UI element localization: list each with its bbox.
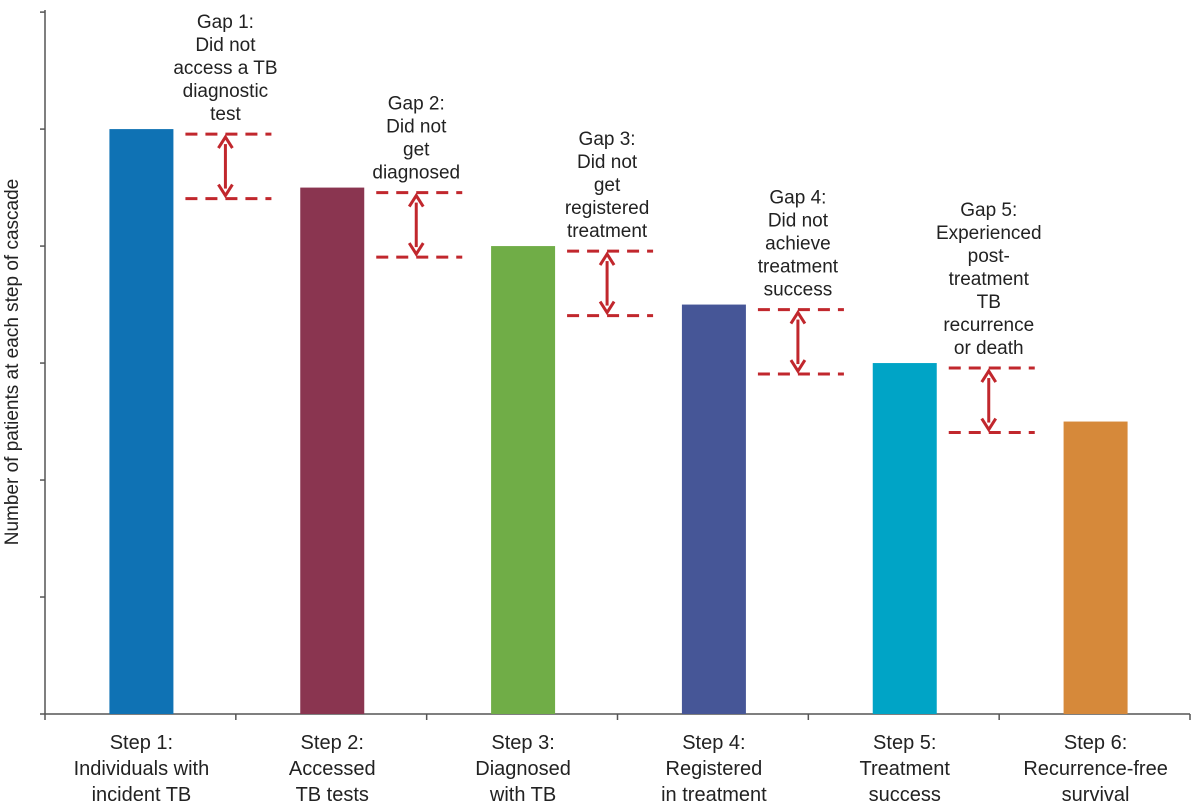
bar-step-2 [300,187,365,715]
gap-2: Gap 2: Did not get diagnosed [372,94,463,259]
gap-arrow-up-head [407,192,425,208]
gap-arrow-down-head [789,359,807,374]
bars [109,129,1128,715]
gap-arrow-down-head [980,417,998,433]
axes [40,10,1191,720]
gap-label-2: Gap 2: Did not get diagnosed [372,94,460,184]
gap-arrow-up-head [598,251,616,266]
bar-step-5 [872,363,937,714]
gap-label-4: Gap 4: Did not achieve treatment success [758,188,839,301]
x-tick-label-step-3: Step 3: Diagnosed with TB [475,732,571,805]
gap-arrow-up-head [217,134,234,149]
gap-4: Gap 4: Did not achieve treatment success [758,188,844,376]
bar-step-4 [681,304,746,714]
gap-arrow-down-head [598,300,616,316]
gap-5: Gap 5: Experienced post-treatment TB recurre… [936,200,1042,435]
x-axis-labels: Step 1: Individuals with incident TB Step 2… [74,732,1168,805]
gap-3: Gap 3: Did not get registered treatment [565,129,654,318]
gap-label-3: Gap 3: Did not get registered treatment [565,129,650,242]
bar-step-1 [109,129,174,715]
x-tick-label-step-5: Step 5: Treatment success [860,732,951,805]
x-tick-label-step-2: Step 2: Accessed TB tests [289,732,376,805]
gap-annotations: Gap 1: Did not access a TB diagnostic test Ga… [173,12,1042,435]
bar-step-6 [1063,421,1128,714]
gap-arrow-down-head [407,242,425,257]
gap-arrow-up-head [980,368,998,383]
x-tick-label-step-4: Step 4: Registered in treatment [661,732,767,805]
gap-label-1: Gap 1: Did not access a TB diagnostic test [173,12,277,125]
x-tick-label-step-6: Step 6: Recurrence-free survival [1023,732,1168,805]
y-axis-label: Number of patients at each step of casca… [2,179,23,546]
bar-step-3 [491,246,556,715]
x-tick-label-step-1: Step 1: Individuals with incident TB [74,732,210,805]
gap-arrow-down-head [217,183,234,199]
gap-1: Gap 1: Did not access a TB diagnostic test [173,12,278,201]
gap-label-5: Gap 5: Experienced post-treatment TB recurre… [936,200,1042,359]
gap-arrow-up-head [789,309,807,325]
